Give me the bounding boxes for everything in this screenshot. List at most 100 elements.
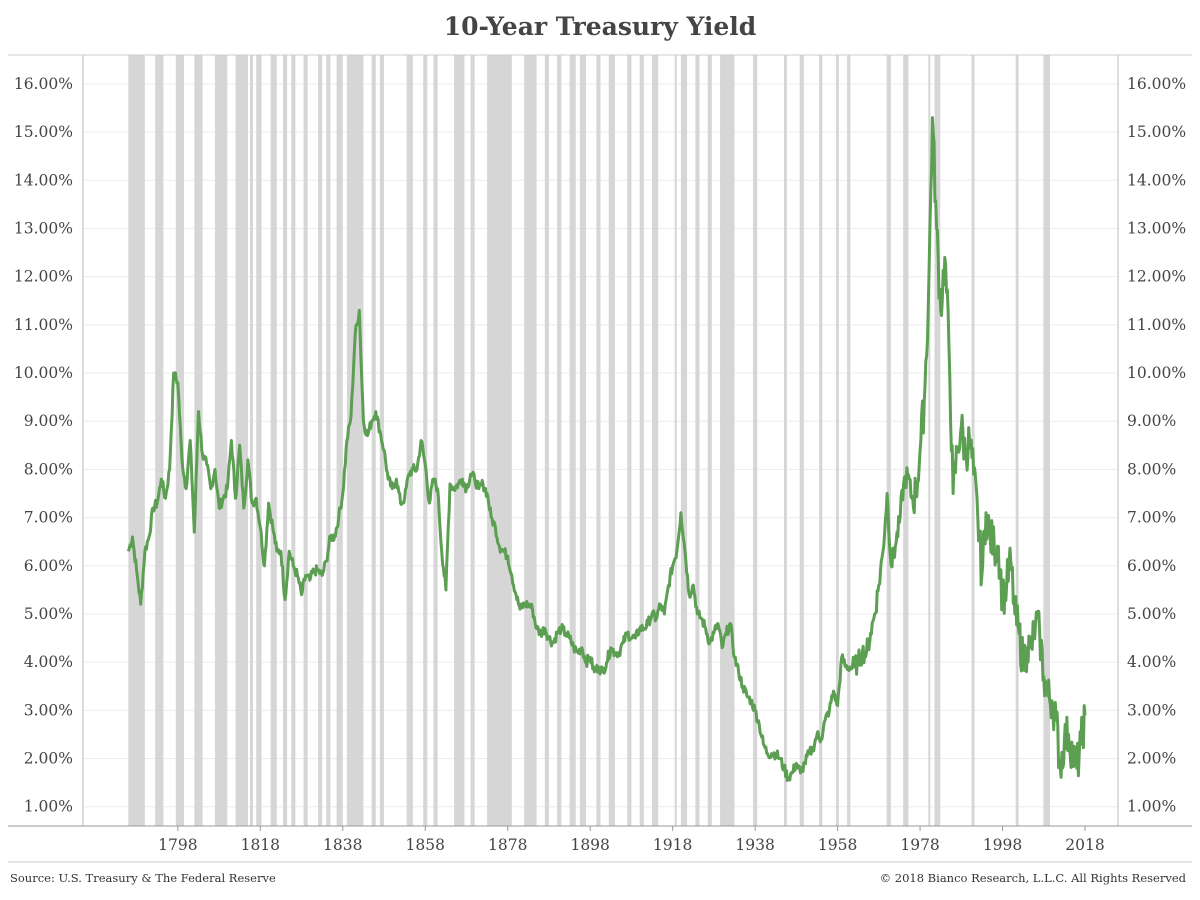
y-tick-label-left: 9.00% <box>24 412 73 430</box>
shaded-period <box>971 55 975 826</box>
shaded-period <box>674 55 677 826</box>
x-tick-label: 1818 <box>241 836 280 854</box>
shaded-period <box>903 55 909 826</box>
y-axis-right: 1.00% 2.00% 3.00% 4.00% 5.00% 6.00% 7.00% 8.00%… <box>1127 75 1186 816</box>
shaded-period <box>470 55 475 826</box>
y-tick-label-left: 10.00% <box>14 364 73 382</box>
source-note: Source: U.S. Treasury & The Federal Rese… <box>10 871 276 885</box>
shaded-period <box>579 55 587 826</box>
y-tick-label-left: 6.00% <box>24 557 73 575</box>
y-tick-label-left: 11.00% <box>14 316 73 334</box>
yield-series-line <box>126 116 1087 782</box>
shaded-period <box>680 55 688 826</box>
x-tick-label: 1878 <box>488 836 527 854</box>
y-tick-label-right: 10.00% <box>1127 364 1186 382</box>
shaded-period <box>835 55 839 826</box>
shaded-period <box>608 55 615 826</box>
x-tick-label: 1978 <box>900 836 939 854</box>
y-tick-label-right: 16.00% <box>1127 75 1186 93</box>
shaded-period <box>326 55 331 826</box>
shaded-period <box>886 55 891 826</box>
shaded-period <box>454 55 465 826</box>
shaded-period <box>487 55 512 826</box>
shaded-period <box>524 55 537 826</box>
x-tick-label: 1798 <box>158 836 197 854</box>
y-tick-label-left: 16.00% <box>14 75 73 93</box>
shaded-period <box>270 55 277 826</box>
shaded-period <box>720 55 735 826</box>
shaded-period <box>596 55 601 826</box>
shaded-period <box>1015 55 1019 826</box>
y-tick-label-left: 8.00% <box>24 460 73 478</box>
y-tick-label-right: 6.00% <box>1127 557 1176 575</box>
shaded-period <box>406 55 413 826</box>
y-tick-label-left: 1.00% <box>24 798 73 816</box>
x-tick-label: 1838 <box>323 836 362 854</box>
shaded-period <box>695 55 700 826</box>
y-tick-label-right: 12.00% <box>1127 268 1186 286</box>
shaded-period <box>303 55 308 826</box>
x-tick-label: 1938 <box>735 836 774 854</box>
shaded-period <box>783 55 787 826</box>
copyright-note: © 2018 Bianco Research, L.L.C. All Right… <box>879 871 1186 885</box>
x-tick-label: 2018 <box>1065 836 1104 854</box>
y-tick-label-left: 15.00% <box>14 123 73 141</box>
shaded-period <box>819 55 823 826</box>
x-tick-label: 1958 <box>818 836 857 854</box>
y-tick-label-right: 13.00% <box>1127 219 1186 237</box>
shaded-period <box>318 55 323 826</box>
y-tick-label-left: 4.00% <box>24 653 73 671</box>
shaded-period <box>799 55 804 826</box>
y-tick-label-right: 8.00% <box>1127 460 1176 478</box>
shaded-period <box>336 55 343 826</box>
shaded-period <box>934 55 941 826</box>
y-tick-label-right: 15.00% <box>1127 123 1186 141</box>
shaded-period <box>235 55 248 826</box>
y-tick-label-left: 2.00% <box>24 750 73 768</box>
y-tick-label-left: 12.00% <box>14 268 73 286</box>
y-tick-label-right: 14.00% <box>1127 171 1186 189</box>
shaded-period <box>128 55 145 826</box>
y-tick-label-right: 9.00% <box>1127 412 1176 430</box>
y-tick-label-right: 1.00% <box>1127 798 1176 816</box>
y-tick-label-right: 3.00% <box>1127 701 1176 719</box>
y-tick-label-left: 7.00% <box>24 509 73 527</box>
y-tick-label-right: 7.00% <box>1127 509 1176 527</box>
shaded-period <box>155 55 164 826</box>
y-tick-label-left: 14.00% <box>14 171 73 189</box>
shaded-period <box>1043 55 1050 826</box>
x-axis: 1798 1818 1838 1858 1878 1898 1918 1938 1958 1978… <box>158 826 1105 854</box>
shaded-period <box>652 55 659 826</box>
plot-frame <box>8 54 1192 863</box>
y-tick-label-right: 5.00% <box>1127 605 1176 623</box>
shaded-period <box>639 55 644 826</box>
shaded-period <box>423 55 428 826</box>
y-tick-label-right: 2.00% <box>1127 750 1176 768</box>
shaded-periods <box>128 55 1050 826</box>
x-tick-label: 1998 <box>983 836 1022 854</box>
chart-title: 10-Year Treasury Yield <box>443 12 757 41</box>
x-tick-label: 1898 <box>570 836 609 854</box>
shaded-period <box>214 55 228 826</box>
y-axis-left: 1.00% 2.00% 3.00% 4.00% 5.00% 6.00% 7.00% 8.00%… <box>14 75 73 816</box>
shaded-period <box>346 55 364 826</box>
shaded-period <box>544 55 549 826</box>
shaded-period <box>753 55 758 826</box>
y-tick-label-left: 13.00% <box>14 219 73 237</box>
yield-series <box>126 116 1087 782</box>
shaded-period <box>291 55 296 826</box>
shaded-period <box>557 55 562 826</box>
shaded-period <box>282 55 288 826</box>
x-tick-label: 1918 <box>653 836 692 854</box>
y-tick-label-left: 5.00% <box>24 605 73 623</box>
y-tick-label-left: 3.00% <box>24 701 73 719</box>
shaded-period <box>433 55 438 826</box>
shaded-period <box>847 55 851 826</box>
y-tick-label-right: 4.00% <box>1127 653 1176 671</box>
shaded-period <box>256 55 262 826</box>
y-tick-label-right: 11.00% <box>1127 316 1186 334</box>
shaded-period <box>250 55 253 826</box>
shaded-period <box>627 55 632 826</box>
shaded-period <box>707 55 712 826</box>
